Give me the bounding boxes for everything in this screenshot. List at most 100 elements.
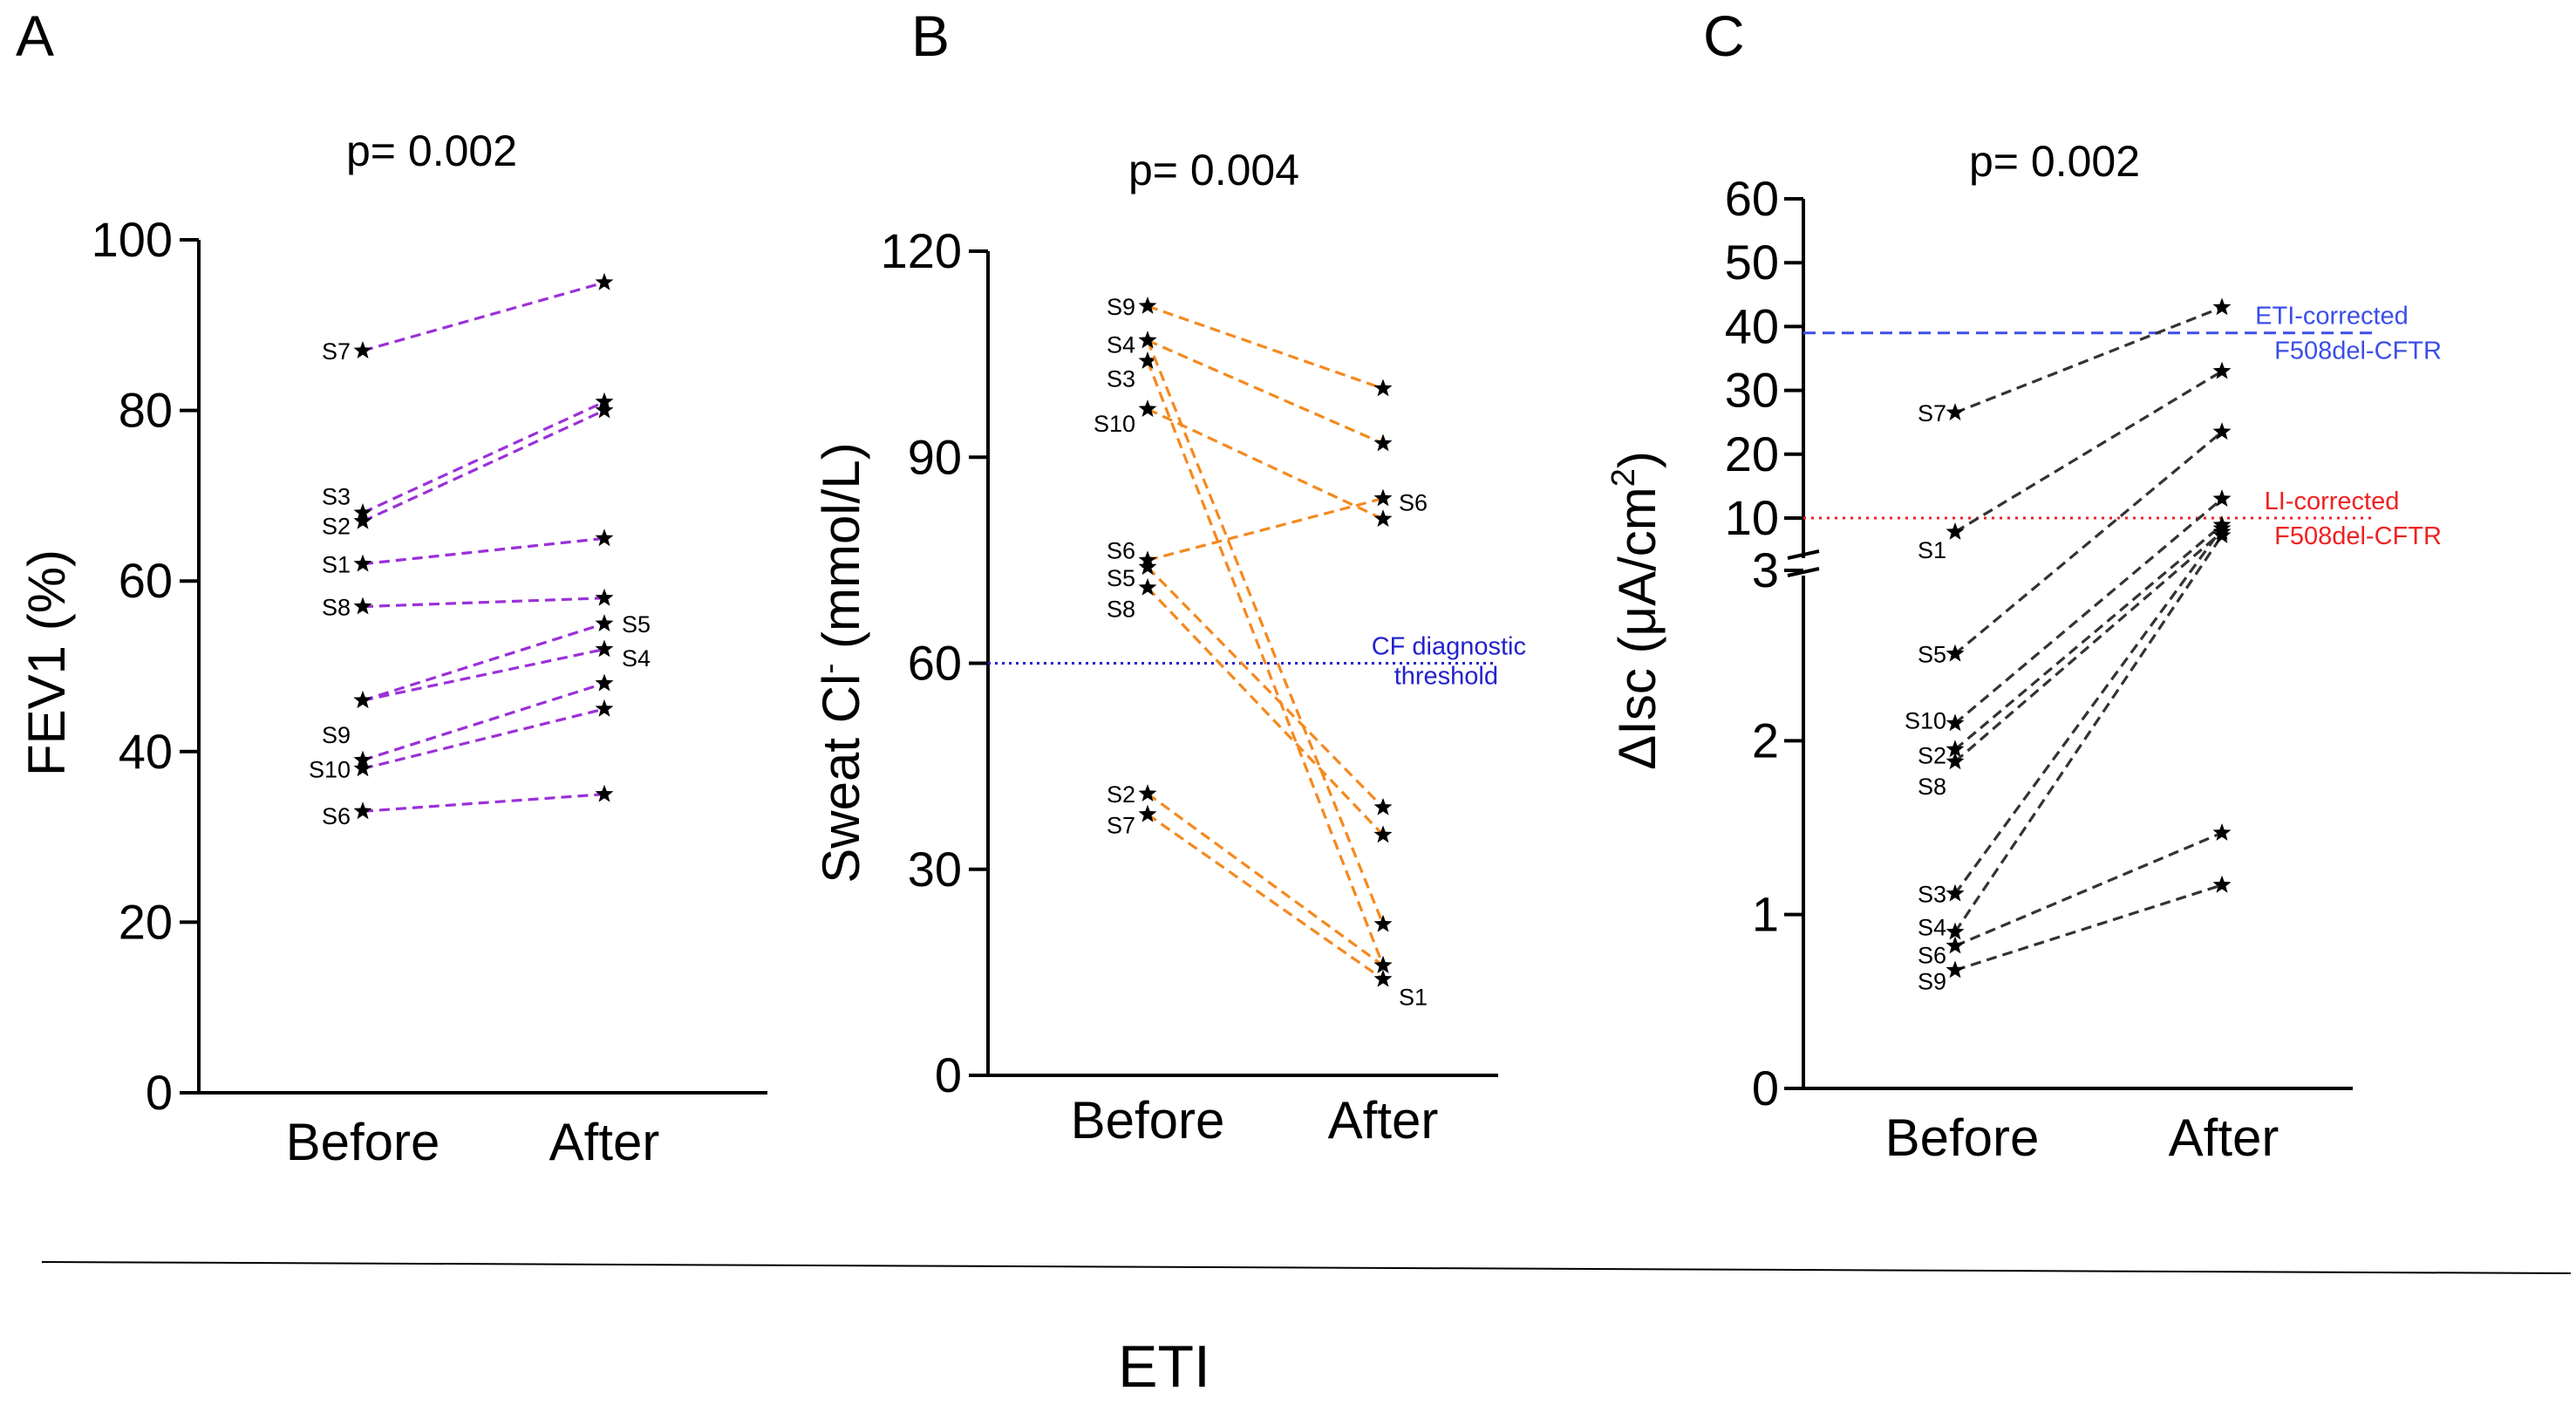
- point-label-s1: S1: [322, 552, 351, 578]
- series-line-s1: [1954, 370, 2223, 534]
- y-tick-label: 0: [146, 1065, 173, 1120]
- series-line-s5: [1146, 566, 1385, 808]
- data-point-before-s9: [1138, 297, 1157, 314]
- data-point-after-s9: [595, 614, 614, 631]
- data-point-before-s8: [1946, 752, 1965, 770]
- y-title-c-sup: 2: [1605, 468, 1642, 487]
- data-point-before-s3: [1946, 883, 1965, 902]
- series-line-s4: [1953, 535, 2224, 933]
- data-point-after-s5: [2212, 422, 2232, 440]
- point-label-s5: S5: [622, 611, 651, 638]
- y-tick-label: 1: [1752, 887, 1779, 942]
- data-point-before-s2: [1138, 784, 1157, 801]
- data-point-before-s1: [1946, 522, 1965, 540]
- series-line-s4: [1147, 338, 1384, 445]
- y-tick-label: 60: [119, 553, 173, 608]
- series-line-s2: [1147, 792, 1384, 967]
- y-tick-label: 20: [1725, 426, 1779, 481]
- series-line-s3: [1146, 360, 1385, 966]
- series-line-s8: [1953, 530, 2224, 763]
- series-line-s6: [1954, 831, 2223, 948]
- y-title-c-main: ΔIsc (μA/cm: [1608, 487, 1666, 770]
- data-point-after-s9: [2212, 875, 2232, 893]
- y-tick-label: 10: [1725, 490, 1779, 545]
- group-label-eti: ETI: [1118, 1333, 1210, 1400]
- point-label-s3: S3: [1107, 366, 1135, 392]
- data-point-after-s6: [595, 784, 614, 802]
- y-tick-label: 30: [908, 842, 962, 897]
- point-label-s8: S8: [1107, 597, 1135, 623]
- series-line-s6: [362, 793, 605, 813]
- series-line-s9: [1954, 883, 2223, 972]
- data-point-after-s1: [595, 529, 614, 547]
- series-line-s8: [362, 597, 605, 609]
- point-label-s3: S3: [322, 483, 351, 509]
- reference-label-line2: F508del-CFTR: [2274, 522, 2442, 550]
- series-line-s9: [1147, 304, 1384, 391]
- point-label-s9: S9: [1918, 968, 1946, 994]
- data-point-before-s2: [353, 511, 372, 529]
- data-point-before-s10: [1946, 713, 1965, 732]
- y-tick-label: 60: [908, 636, 962, 691]
- series-line-s1: [362, 536, 605, 566]
- point-label-s5: S5: [1918, 642, 1946, 668]
- panel-letter-c: C: [1703, 3, 1745, 68]
- data-point-before-s5: [353, 759, 372, 777]
- series-line-s10: [1953, 497, 2224, 725]
- data-point-before-s2: [1946, 740, 1965, 758]
- y-tick-label: 60: [1725, 171, 1779, 226]
- pvalue-a: p= 0.002: [346, 126, 517, 175]
- point-label-s4: S4: [1107, 331, 1135, 358]
- data-point-after-s2: [1373, 956, 1393, 973]
- series-line-s10: [362, 682, 605, 762]
- threshold-label-line2: threshold: [1394, 663, 1498, 691]
- data-point-before-s6: [1946, 936, 1965, 954]
- data-point-before-s7: [353, 341, 372, 358]
- y-title-c-units: ): [1608, 451, 1666, 468]
- point-label-s9: S9: [1107, 294, 1135, 320]
- panel-a: A p= 0.002 0 20 40 60 80 100 S7 S3 S2 S1 S8 S9 S10 S…: [16, 3, 767, 1171]
- point-label-s8: S8: [322, 595, 351, 621]
- series-line-s10: [1147, 407, 1384, 521]
- x-category-after-a: After: [549, 1113, 660, 1171]
- point-label-s9: S9: [322, 722, 351, 748]
- y-title-b-sup: -: [811, 664, 847, 674]
- y-tick-label: 50: [1725, 235, 1779, 290]
- series-line-s6: [1147, 496, 1384, 562]
- data-point-after-s1: [2212, 361, 2232, 379]
- point-label-s10: S10: [309, 756, 351, 782]
- series-line-s3: [1953, 528, 2224, 895]
- point-label-s3: S3: [1918, 882, 1946, 908]
- panel-c: C p= 0.002 0 1 2 310 20 30 40 50 60 ETI-correcte…: [1605, 3, 2442, 1167]
- data-point-before-s5: [1138, 557, 1157, 576]
- point-label-s2: S2: [1107, 781, 1135, 808]
- data-point-after-s8: [1373, 825, 1393, 843]
- x-category-before-a: Before: [286, 1113, 440, 1171]
- group-divider-line: [41, 1261, 2572, 1274]
- y-axis-title-a: FEV1 (%): [17, 549, 76, 776]
- y-tick-label: 20: [119, 894, 173, 949]
- point-label-s6: S6: [1107, 538, 1135, 564]
- series-line-s4b: [1146, 339, 1385, 925]
- data-point-before-s7: [1138, 804, 1157, 822]
- data-point-after-s7: [1373, 969, 1393, 987]
- y-tick-label: 3: [1752, 542, 1779, 597]
- y-tick-label: 100: [92, 212, 173, 267]
- y-tick-label: 120: [881, 223, 962, 278]
- y-axis-title-c: ΔIsc (μA/cm2): [1605, 451, 1666, 770]
- data-point-before-s6: [353, 801, 372, 820]
- data-point-before-s4: [1946, 922, 1965, 940]
- y-tick-label: 2: [1752, 713, 1779, 767]
- data-point-before-s10: [1138, 399, 1157, 417]
- x-category-after-b: After: [1328, 1091, 1439, 1149]
- point-label-s2: S2: [1918, 742, 1946, 768]
- reference-label-line2: F508del-CFTR: [2274, 338, 2442, 365]
- point-label-s1: S1: [1399, 984, 1428, 1010]
- data-point-after-s4: [595, 639, 614, 658]
- point-label-s1: S1: [1918, 537, 1946, 563]
- data-point-before-s7: [1946, 403, 1965, 421]
- series-line-s5: [362, 707, 605, 770]
- reference-label-line1: ETI-corrected: [2255, 303, 2409, 331]
- series-line-s8: [1146, 586, 1385, 836]
